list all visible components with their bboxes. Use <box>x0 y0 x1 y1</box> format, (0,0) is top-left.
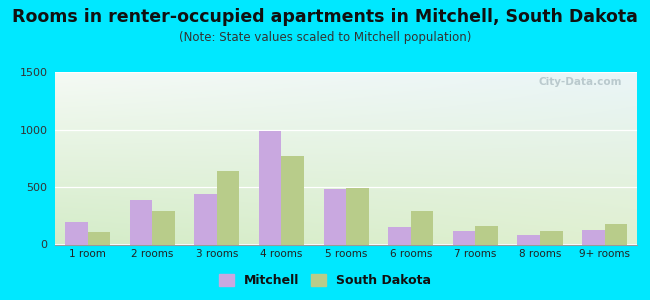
Bar <box>540 231 563 244</box>
Bar <box>281 156 304 244</box>
Text: (Note: State values scaled to Mitchell population): (Note: State values scaled to Mitchell p… <box>179 32 471 44</box>
Bar <box>217 171 239 244</box>
Bar <box>604 224 627 244</box>
Text: City-Data.com: City-Data.com <box>539 77 623 87</box>
Bar <box>152 211 175 244</box>
Legend: Mitchell, South Dakota: Mitchell, South Dakota <box>214 269 436 292</box>
Bar <box>582 230 604 244</box>
Bar <box>388 227 411 244</box>
Text: Rooms in renter-occupied apartments in Mitchell, South Dakota: Rooms in renter-occupied apartments in M… <box>12 8 638 26</box>
Bar <box>453 231 475 244</box>
Bar <box>517 235 540 244</box>
Bar <box>346 188 369 244</box>
Bar <box>259 131 281 244</box>
Bar <box>65 221 88 244</box>
Bar <box>194 194 217 244</box>
Bar <box>324 189 346 244</box>
Bar <box>129 200 152 244</box>
Bar <box>411 211 434 244</box>
Bar <box>88 232 110 244</box>
Bar <box>475 226 498 244</box>
